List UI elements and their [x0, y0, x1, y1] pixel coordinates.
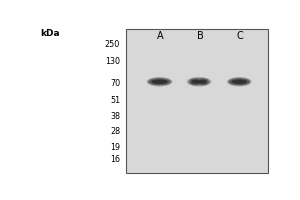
- Ellipse shape: [227, 77, 251, 86]
- Text: 38: 38: [110, 112, 120, 121]
- Text: 16: 16: [110, 155, 120, 164]
- Text: 19: 19: [110, 143, 120, 152]
- Text: 130: 130: [105, 57, 120, 66]
- Ellipse shape: [231, 79, 247, 84]
- Ellipse shape: [229, 78, 250, 85]
- Ellipse shape: [151, 79, 168, 84]
- Text: kDa: kDa: [40, 29, 59, 38]
- FancyBboxPatch shape: [126, 29, 268, 173]
- Ellipse shape: [147, 77, 172, 86]
- Text: 250: 250: [105, 40, 120, 49]
- Ellipse shape: [196, 78, 209, 85]
- Text: 70: 70: [110, 79, 120, 88]
- Ellipse shape: [191, 80, 200, 84]
- Text: 51: 51: [110, 96, 120, 105]
- Ellipse shape: [196, 79, 202, 85]
- Text: C: C: [236, 31, 243, 41]
- Ellipse shape: [148, 78, 171, 85]
- Ellipse shape: [187, 77, 211, 86]
- Text: B: B: [197, 31, 204, 41]
- Ellipse shape: [189, 78, 202, 85]
- Text: 28: 28: [110, 127, 120, 136]
- Ellipse shape: [199, 80, 207, 84]
- Text: A: A: [158, 31, 164, 41]
